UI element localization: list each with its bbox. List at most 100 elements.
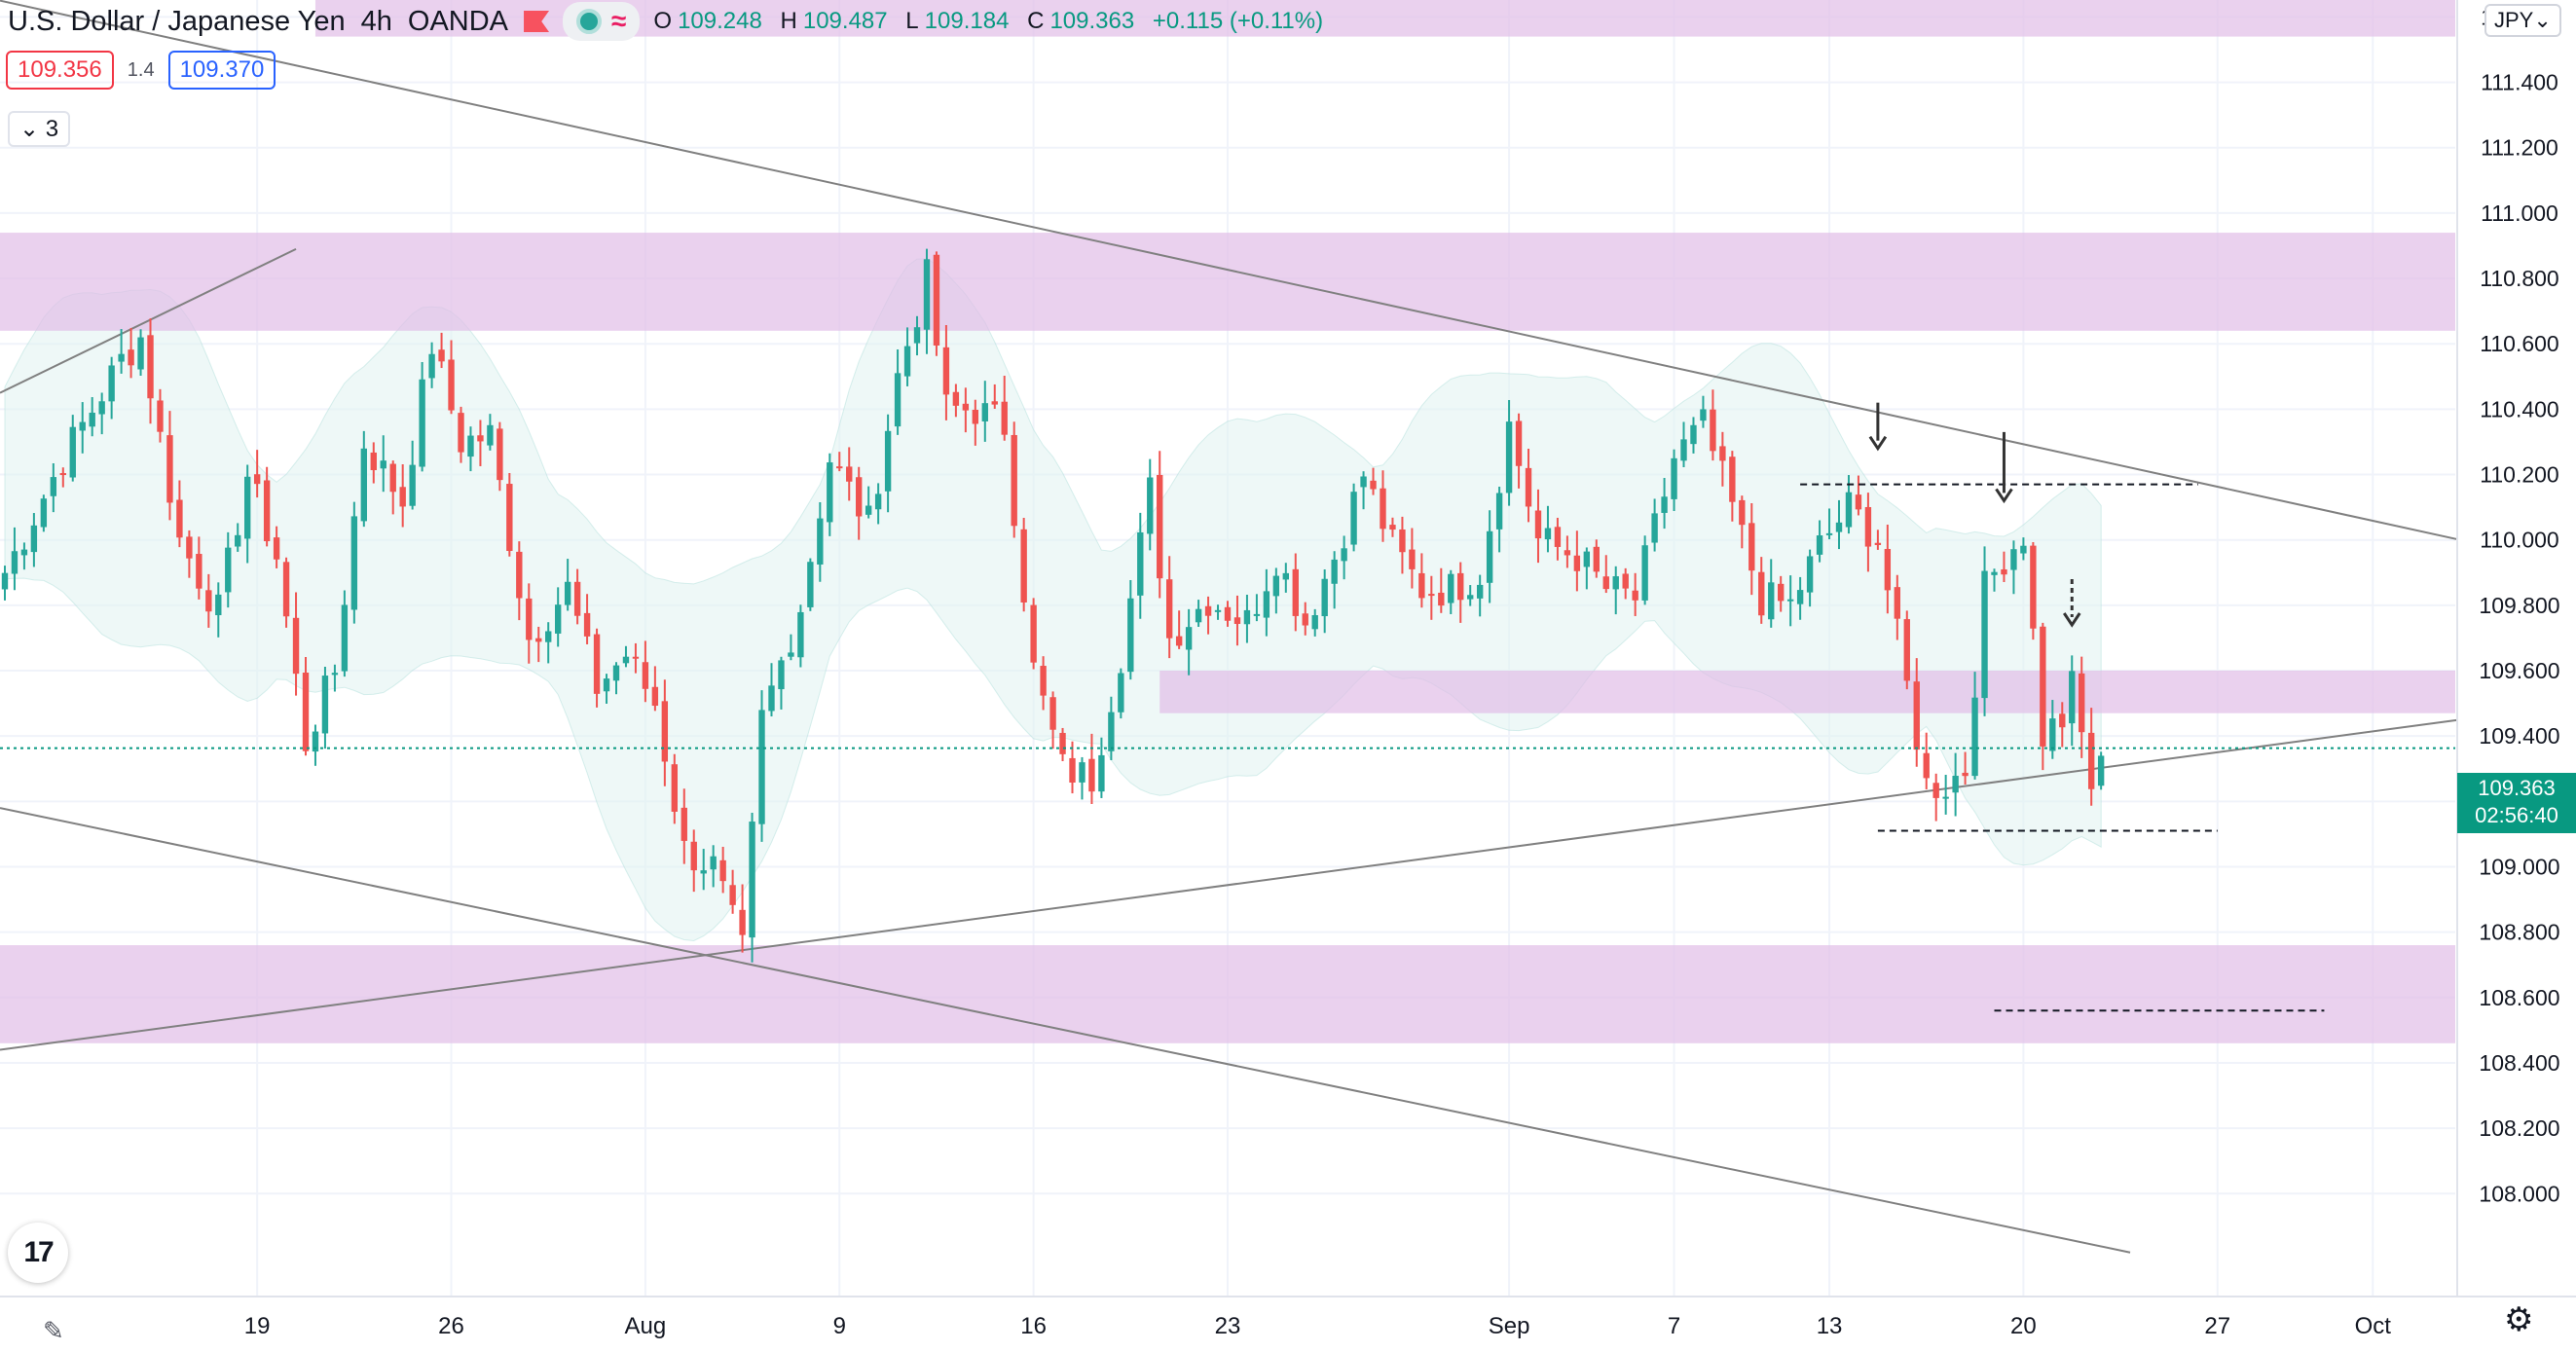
candle	[1651, 498, 1658, 552]
time-axis-bg	[0, 1297, 2576, 1347]
candle-body	[1428, 594, 1435, 597]
candle	[1098, 737, 1105, 798]
candle	[370, 442, 377, 484]
time-tick-label: 7	[1668, 1313, 1680, 1339]
candle-body	[1825, 532, 1833, 535]
candle-body	[1758, 571, 1765, 616]
candle	[282, 557, 290, 628]
candle-body	[1952, 776, 1959, 793]
candle-body	[157, 400, 164, 432]
candle	[1360, 471, 1367, 510]
candle	[1874, 530, 1882, 550]
candle	[399, 463, 406, 528]
candle-body	[1515, 420, 1523, 466]
candle	[1282, 563, 1290, 593]
candle-body	[564, 581, 571, 605]
candle-body	[2087, 732, 2095, 789]
candle-body	[758, 710, 765, 824]
candle	[729, 869, 736, 914]
candle	[1554, 517, 1562, 561]
candle	[98, 392, 105, 435]
candle-body	[1544, 528, 1552, 540]
status-pill[interactable]: ≈	[563, 2, 641, 41]
candle	[409, 440, 416, 510]
candle-body	[409, 464, 416, 506]
candle	[448, 340, 455, 415]
sell-button[interactable]: 109.356	[6, 51, 114, 90]
time-tick-label: 16	[1020, 1313, 1047, 1339]
red-flag-icon[interactable]	[524, 11, 550, 32]
symbol-name[interactable]: U.S. Dollar / Japanese Yen	[8, 5, 346, 37]
candle	[1127, 580, 1134, 680]
candle	[1962, 751, 1969, 785]
candle	[253, 450, 261, 498]
candle	[1534, 489, 1542, 564]
candle-body	[603, 678, 610, 692]
last-price-value: 109.363	[2478, 776, 2556, 800]
pencil-icon[interactable]: ✎	[43, 1316, 64, 1345]
candle	[137, 329, 144, 376]
candle	[661, 679, 669, 786]
candle-body	[719, 859, 726, 882]
candle-body	[1564, 550, 1571, 556]
candle	[807, 558, 814, 611]
candle-body	[729, 885, 736, 905]
candle-body	[1680, 439, 1687, 461]
candle	[341, 590, 349, 677]
candle-body	[389, 463, 396, 493]
candle	[681, 788, 687, 864]
candle	[1389, 517, 1396, 537]
candle	[2079, 656, 2085, 758]
tradingview-logo-icon[interactable]: 17	[8, 1223, 68, 1283]
candle	[952, 384, 960, 418]
price-tick-label: 109.600	[2479, 658, 2559, 683]
candle-body	[1729, 457, 1736, 502]
price-tick-label: 109.800	[2479, 593, 2559, 618]
candle-body	[1622, 573, 1629, 589]
candle-body	[399, 487, 406, 507]
candle-body	[1991, 571, 1998, 575]
candle-body	[1700, 409, 1707, 421]
candle-body	[923, 259, 931, 330]
candle-body	[2069, 671, 2076, 724]
price-tick-label: 109.000	[2479, 854, 2559, 879]
buy-button[interactable]: 109.370	[167, 51, 276, 90]
candle-body	[89, 412, 95, 427]
gear-icon[interactable]: ⚙	[2504, 1301, 2534, 1338]
candle	[467, 426, 474, 472]
candle	[11, 527, 18, 591]
candle-body	[1710, 409, 1716, 452]
buy-sell-panel: 109.356 1.4 109.370	[6, 51, 276, 90]
candle	[1739, 495, 1746, 549]
candle	[1573, 530, 1581, 592]
candle	[1661, 477, 1668, 530]
candle	[1272, 567, 1280, 614]
candle	[1583, 547, 1591, 590]
candle	[235, 523, 241, 552]
indicators-toggle[interactable]: ⌄ 3	[8, 111, 71, 147]
candle	[768, 663, 775, 717]
candle	[350, 501, 358, 624]
candle-body	[1534, 510, 1542, 539]
candle	[1311, 608, 1318, 637]
candle-body	[1525, 467, 1532, 507]
candle-body	[874, 493, 882, 510]
candle	[1981, 546, 1988, 716]
candle-body	[20, 549, 28, 556]
candle-body	[1331, 559, 1338, 584]
candle	[700, 849, 707, 891]
zone-rect	[0, 233, 2455, 331]
currency-button[interactable]: JPY⌄	[2484, 4, 2561, 37]
candle-body	[1049, 697, 1056, 730]
candle-body	[827, 462, 833, 523]
candle	[1525, 448, 1532, 523]
candle	[1341, 535, 1347, 580]
interval-label[interactable]: 4h	[360, 5, 392, 37]
candle-body	[788, 652, 794, 657]
candle	[690, 829, 697, 893]
candle	[1690, 417, 1697, 454]
candle-body	[1923, 752, 1930, 779]
